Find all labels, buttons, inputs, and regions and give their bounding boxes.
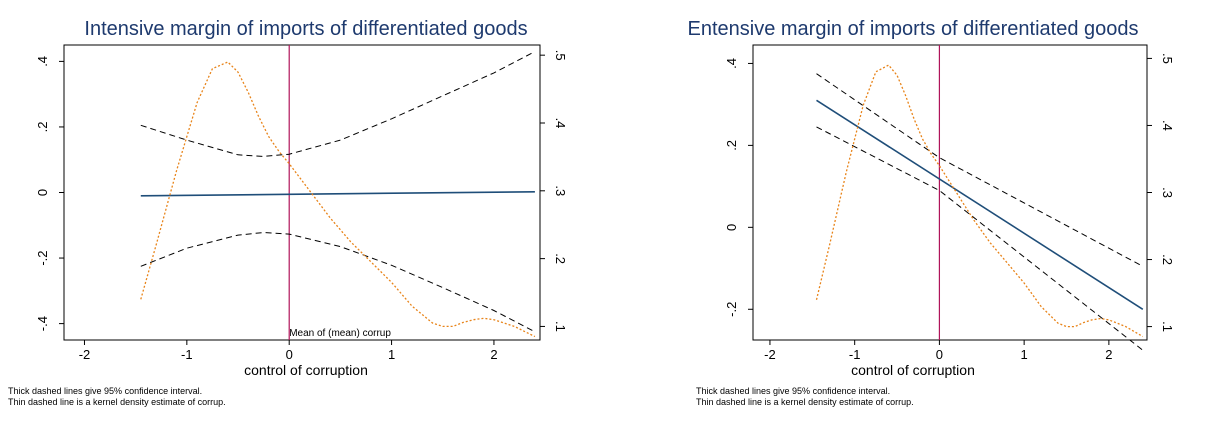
x-tick-label: -2 (79, 347, 91, 362)
y2-tick-label: .1 (553, 321, 568, 332)
series-fit (140, 191, 535, 197)
x-tick-label: -1 (849, 347, 861, 362)
y-tick-label: .4 (35, 56, 50, 67)
y-tick-label: 0 (35, 189, 50, 196)
footnote-density: Thin dashed line is a kernel density est… (696, 397, 914, 407)
x-tick-label: 2 (490, 347, 497, 362)
footnote-confidence: Thick dashed lines give 95% confidence i… (696, 386, 890, 396)
y-tick-label: -.4 (35, 316, 50, 331)
y-tick-label: 0 (724, 224, 739, 231)
x-tick-label: -1 (181, 347, 193, 362)
series-ci-upper (140, 51, 536, 157)
footnote-confidence: Thick dashed lines give 95% confidence i… (8, 386, 202, 396)
y2-tick-label: .1 (1160, 321, 1175, 332)
chart-extensive-margin: Entensive margin of imports of different… (688, 18, 1176, 407)
x-tick-label: 0 (936, 347, 943, 362)
y2-tick-label: .5 (553, 50, 568, 61)
y-tick-label: .2 (35, 122, 50, 133)
chart-title: Entensive margin of imports of different… (688, 18, 1139, 40)
y2-tick-label: .2 (553, 253, 568, 264)
x-tick-label: 2 (1105, 347, 1112, 362)
y2-tick-label: .2 (1160, 254, 1175, 265)
y2-tick-label: .4 (553, 118, 568, 129)
chart-intensive-margin: Intensive margin of imports of different… (8, 18, 568, 407)
series-ci-upper (816, 73, 1144, 267)
x-tick-label: 0 (286, 347, 293, 362)
x-tick-label: -2 (764, 347, 776, 362)
series-density (140, 61, 536, 338)
y-tick-label: -.2 (35, 250, 50, 265)
plot-area (752, 44, 1148, 341)
y2-tick-label: .4 (1160, 120, 1175, 131)
y2-tick-label: .5 (1160, 53, 1175, 64)
chart-panel-extensive: Entensive margin of imports of different… (607, 0, 1214, 423)
y2-tick-label: .3 (1160, 187, 1175, 198)
chart-title: Intensive margin of imports of different… (84, 18, 527, 40)
x-tick-label: 1 (1021, 347, 1028, 362)
y-tick-label: .4 (724, 58, 739, 69)
mean-line-label: Mean of (mean) corrup (289, 328, 391, 339)
y-tick-label: .2 (724, 140, 739, 151)
series-density (815, 64, 1144, 338)
x-axis-label: control of corruption (244, 362, 368, 378)
series-fit (816, 99, 1144, 310)
footnote-density: Thin dashed line is a kernel density est… (8, 397, 226, 407)
series-ci-lower (140, 231, 536, 333)
x-axis-label: control of corruption (851, 362, 975, 378)
y-tick-label: -.2 (724, 302, 739, 317)
y2-tick-label: .3 (553, 185, 568, 196)
chart-panel-intensive: Intensive margin of imports of different… (8, 18, 568, 407)
series-ci-lower (816, 126, 1144, 351)
x-tick-label: 1 (388, 347, 395, 362)
